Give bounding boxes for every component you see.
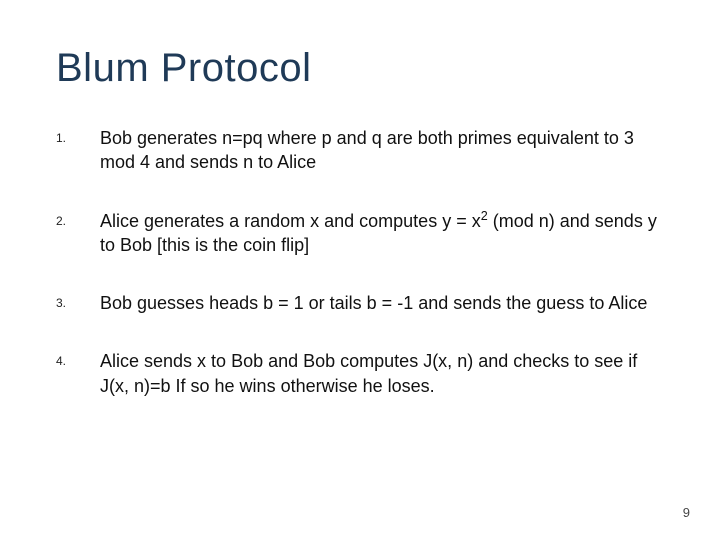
item-text: Alice generates a random x and computes … bbox=[100, 209, 664, 258]
protocol-list: 1. Bob generates n=pq where p and q are … bbox=[56, 126, 664, 398]
item-number: 2. bbox=[56, 209, 100, 228]
item-text: Bob generates n=pq where p and q are bot… bbox=[100, 126, 664, 175]
slide: Blum Protocol 1. Bob generates n=pq wher… bbox=[0, 0, 720, 540]
item-number: 3. bbox=[56, 291, 100, 310]
list-item: 2. Alice generates a random x and comput… bbox=[56, 209, 664, 258]
list-item: 1. Bob generates n=pq where p and q are … bbox=[56, 126, 664, 175]
item-number: 1. bbox=[56, 126, 100, 145]
item-text: Alice sends x to Bob and Bob computes J(… bbox=[100, 349, 664, 398]
list-item: 3. Bob guesses heads b = 1 or tails b = … bbox=[56, 291, 664, 315]
item-text: Bob guesses heads b = 1 or tails b = -1 … bbox=[100, 291, 647, 315]
page-number: 9 bbox=[683, 505, 690, 520]
list-item: 4. Alice sends x to Bob and Bob computes… bbox=[56, 349, 664, 398]
slide-title: Blum Protocol bbox=[56, 46, 664, 90]
item-number: 4. bbox=[56, 349, 100, 368]
